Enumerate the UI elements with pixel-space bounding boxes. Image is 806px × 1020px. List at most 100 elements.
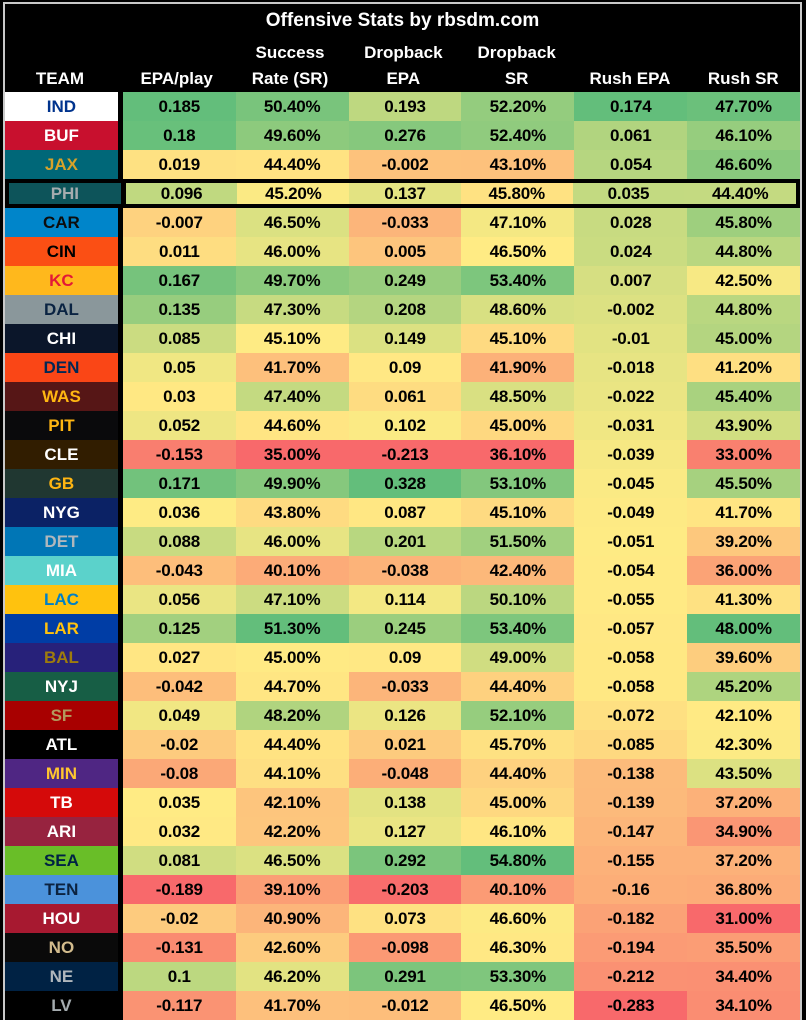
column-divider xyxy=(117,933,123,962)
stat-cell-rush-epa: -0.018 xyxy=(574,353,688,382)
stat-cell-dropback-epa: 0.114 xyxy=(348,585,462,614)
stat-cell-epa-play: 0.171 xyxy=(122,469,236,498)
team-row-phi: PHI 0.096 45.20% 0.137 45.80% 0.035 44.40% xyxy=(5,179,800,208)
stat-cell-dropback-sr: 46.50% xyxy=(461,237,575,266)
stat-cell-dropback-epa: 0.208 xyxy=(348,295,462,324)
column-divider xyxy=(117,875,123,904)
team-row-was: WAS 0.03 47.40% 0.061 48.50% -0.022 45.40% xyxy=(5,382,800,411)
stat-cell-dropback-epa: 0.137 xyxy=(349,183,461,204)
team-cell: NO xyxy=(5,933,118,962)
stat-cell-success-rate: 44.60% xyxy=(235,411,349,440)
column-divider xyxy=(117,614,123,643)
stat-cell-rush-sr: 39.20% xyxy=(687,527,800,556)
stat-cell-epa-play: 0.032 xyxy=(122,817,236,846)
team-row-mia: MIA -0.043 40.10% -0.038 42.40% -0.054 36.00% xyxy=(5,556,800,585)
stat-cell-dropback-sr: 47.10% xyxy=(461,208,575,237)
stat-cell-dropback-epa: 0.09 xyxy=(348,643,462,672)
team-cell: MIA xyxy=(5,556,118,585)
column-divider xyxy=(117,266,123,295)
stat-cell-success-rate: 46.00% xyxy=(235,527,349,556)
team-cell: ARI xyxy=(5,817,118,846)
stat-cell-dropback-epa: 0.138 xyxy=(348,788,462,817)
column-divider xyxy=(117,672,123,701)
team-row-min: MIN -0.08 44.10% -0.048 44.40% -0.138 43.50% xyxy=(5,759,800,788)
stat-cell-success-rate: 35.00% xyxy=(235,440,349,469)
stat-cell-dropback-sr: 52.20% xyxy=(461,92,575,121)
team-cell: ATL xyxy=(5,730,118,759)
stat-cell-success-rate: 45.10% xyxy=(235,324,349,353)
stat-cell-dropback-sr: 45.80% xyxy=(460,183,573,204)
column-header-label xyxy=(120,40,233,66)
stat-cell-success-rate: 49.90% xyxy=(235,469,349,498)
stat-cell-dropback-sr: 49.00% xyxy=(461,643,575,672)
stat-cell-rush-sr: 45.80% xyxy=(687,208,800,237)
stat-cell-dropback-sr: 46.60% xyxy=(461,904,575,933)
stat-cell-success-rate: 41.70% xyxy=(235,353,349,382)
team-cell: TEN xyxy=(5,875,118,904)
stat-cell-dropback-sr: 45.70% xyxy=(461,730,575,759)
stat-cell-dropback-epa: 0.061 xyxy=(348,382,462,411)
column-divider xyxy=(117,150,123,179)
stat-cell-epa-play: 0.185 xyxy=(122,92,236,121)
team-cell: NE xyxy=(5,962,118,991)
stat-cell-success-rate: 44.10% xyxy=(235,759,349,788)
stat-cell-epa-play: -0.08 xyxy=(122,759,236,788)
stat-cell-rush-sr: 34.90% xyxy=(687,817,800,846)
column-divider xyxy=(117,585,123,614)
stat-cell-rush-epa: -0.085 xyxy=(574,730,688,759)
stat-cell-success-rate: 45.20% xyxy=(237,183,350,204)
stat-cell-rush-sr: 31.00% xyxy=(687,904,800,933)
column-divider xyxy=(117,469,123,498)
stat-cell-rush-epa: -0.051 xyxy=(574,527,688,556)
stat-cell-rush-epa: -0.039 xyxy=(574,440,688,469)
column-header-team: TEAM xyxy=(5,38,115,92)
team-row-car: CAR -0.007 46.50% -0.033 47.10% 0.028 45.80% xyxy=(5,208,800,237)
stat-cell-rush-sr: 43.50% xyxy=(687,759,800,788)
stat-cell-dropback-epa: -0.012 xyxy=(348,991,462,1020)
stat-cell-rush-epa: -0.16 xyxy=(574,875,688,904)
stat-cell-dropback-sr: 54.80% xyxy=(461,846,575,875)
stat-cell-epa-play: -0.043 xyxy=(122,556,236,585)
stat-cell-epa-play: 0.096 xyxy=(125,183,238,204)
stat-cell-dropback-sr: 44.40% xyxy=(461,759,575,788)
team-cell: TB xyxy=(5,788,118,817)
stat-cell-rush-epa: -0.01 xyxy=(574,324,688,353)
stats-table: Offensive Stats by rbsdm.com TEAM EPA/pla… xyxy=(3,2,802,1020)
stat-cell-epa-play: 0.135 xyxy=(122,295,236,324)
stat-cell-success-rate: 48.20% xyxy=(235,701,349,730)
column-header-rush-sr: Rush SR xyxy=(687,38,800,92)
stat-cell-rush-sr: 45.00% xyxy=(687,324,800,353)
stat-cell-rush-epa: -0.031 xyxy=(574,411,688,440)
team-cell: JAX xyxy=(5,150,118,179)
stat-cell-dropback-epa: 0.276 xyxy=(348,121,462,150)
team-row-hou: HOU -0.02 40.90% 0.073 46.60% -0.182 31.00% xyxy=(5,904,800,933)
column-header-dropback-sr: Dropback SR xyxy=(460,38,573,92)
stat-cell-dropback-epa: -0.203 xyxy=(348,875,462,904)
column-divider xyxy=(117,730,123,759)
stat-cell-epa-play: 0.049 xyxy=(122,701,236,730)
stat-cell-epa-play: 0.085 xyxy=(122,324,236,353)
stat-cell-dropback-sr: 53.30% xyxy=(461,962,575,991)
stat-cell-dropback-sr: 48.50% xyxy=(461,382,575,411)
stat-cell-rush-sr: 44.80% xyxy=(687,295,800,324)
stat-cell-success-rate: 46.00% xyxy=(235,237,349,266)
stat-cell-rush-epa: -0.057 xyxy=(574,614,688,643)
team-cell: CHI xyxy=(5,324,118,353)
stat-cell-rush-sr: 44.80% xyxy=(687,237,800,266)
stat-cell-rush-sr: 42.50% xyxy=(687,266,800,295)
column-header-label: EPA xyxy=(386,69,421,88)
team-row-sf: SF 0.049 48.20% 0.126 52.10% -0.072 42.10% xyxy=(5,701,800,730)
team-cell: LV xyxy=(5,991,118,1020)
team-cell: SEA xyxy=(5,846,118,875)
stat-cell-dropback-epa: -0.002 xyxy=(348,150,462,179)
stat-cell-dropback-epa: 0.249 xyxy=(348,266,462,295)
stat-cell-rush-epa: -0.055 xyxy=(574,585,688,614)
stat-cell-rush-sr: 41.30% xyxy=(687,585,800,614)
stat-cell-success-rate: 49.60% xyxy=(235,121,349,150)
stat-cell-dropback-epa: -0.038 xyxy=(348,556,462,585)
stat-cell-rush-epa: -0.045 xyxy=(574,469,688,498)
team-cell: GB xyxy=(5,469,118,498)
team-row-gb: GB 0.171 49.90% 0.328 53.10% -0.045 45.50% xyxy=(5,469,800,498)
team-row-ten: TEN -0.189 39.10% -0.203 40.10% -0.16 36.80% xyxy=(5,875,800,904)
team-row-lv: LV -0.117 41.70% -0.012 46.50% -0.283 34.10% xyxy=(5,991,800,1020)
